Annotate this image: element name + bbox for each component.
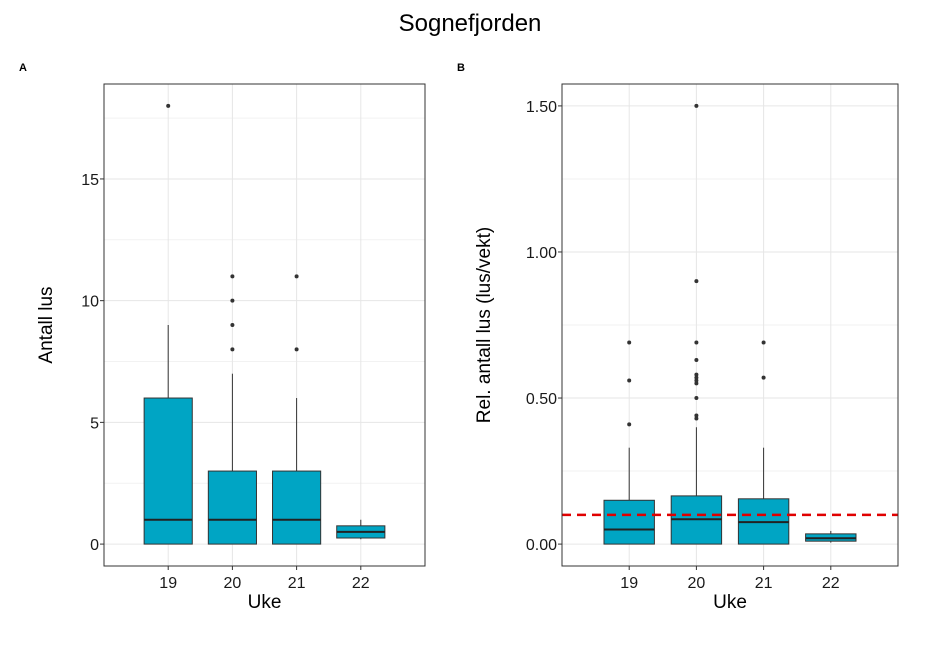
x-tick-label: 21 <box>288 575 306 592</box>
outlier-point <box>694 358 699 363</box>
box-body <box>207 470 257 545</box>
x-axis-title: Uke <box>248 592 282 613</box>
outlier-point <box>627 340 632 345</box>
outlier-point <box>694 396 699 401</box>
box-body <box>603 499 655 545</box>
outlier-point <box>694 372 699 377</box>
box-22 <box>336 519 386 540</box>
figure-title: Sognefjorden <box>398 10 542 37</box>
outlier-point <box>230 274 235 279</box>
x-tick-label: 19 <box>620 575 638 592</box>
outlier-point <box>694 413 699 418</box>
box-20 <box>670 103 723 545</box>
box-19 <box>143 103 193 545</box>
y-tick-label: 0.00 <box>526 537 557 554</box>
box-21 <box>737 340 790 545</box>
box-20 <box>207 274 257 545</box>
outlier-point <box>694 416 699 421</box>
x-tick-label: 22 <box>352 575 370 592</box>
x-tick-label: 20 <box>224 575 242 592</box>
y-tick-label: 15 <box>81 172 99 189</box>
y-tick-label: 1.50 <box>526 99 557 116</box>
box-22 <box>805 530 857 543</box>
panel-b: 0.00 0.50 1.00 1.50 19 20 21 22 Uke Rel. antall l… <box>474 83 899 613</box>
panel-a: 0 5 10 15 19 20 21 22 Uke Antall lus <box>36 83 426 613</box>
box-body <box>272 470 322 545</box>
outlier-point <box>694 340 699 345</box>
outlier-point <box>294 274 299 279</box>
outlier-point <box>761 375 766 380</box>
outlier-point <box>627 422 632 427</box>
y-tick-label: 0.50 <box>526 391 557 408</box>
y-tick-label: 5 <box>90 415 99 432</box>
outlier-point <box>694 279 699 284</box>
outlier-point <box>230 298 235 303</box>
box-body <box>143 397 193 545</box>
panel-border <box>103 83 426 567</box>
y-axis-title: Antall lus <box>36 286 57 363</box>
y-tick-label: 10 <box>81 294 99 311</box>
outlier-point <box>694 103 699 108</box>
y-axis-title: Rel. antall lus (lus/vekt) <box>474 227 495 423</box>
y-tick-label: 0 <box>90 537 99 554</box>
outlier-point <box>694 378 699 383</box>
box-19 <box>603 340 655 545</box>
box-21 <box>272 274 322 545</box>
outlier-point <box>694 381 699 386</box>
x-tick-label: 21 <box>755 575 773 592</box>
outlier-point <box>761 340 766 345</box>
x-tick-label: 22 <box>822 575 840 592</box>
outlier-point <box>230 323 235 327</box>
panel-a-tag: A <box>19 62 27 74</box>
outlier-point <box>166 103 171 108</box>
x-tick-label: 20 <box>688 575 706 592</box>
outlier-point <box>694 375 699 380</box>
outlier-point <box>627 378 632 383</box>
panel-b-tag: B <box>457 62 465 74</box>
y-tick-label: 1.00 <box>526 245 557 262</box>
x-tick-label: 19 <box>159 575 177 592</box>
outlier-point <box>294 347 299 352</box>
x-axis-title: Uke <box>713 592 747 613</box>
panel-border <box>561 83 899 567</box>
outlier-point <box>230 347 235 352</box>
